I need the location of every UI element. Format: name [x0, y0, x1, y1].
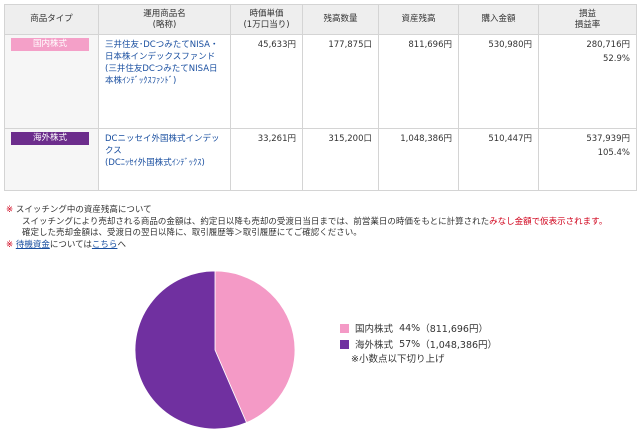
fund-name-link[interactable]: DCニッセイ外国株式インデックス: [105, 134, 220, 156]
balance-cell: 1,048,386円: [378, 128, 459, 191]
fund-short-name-link[interactable]: (三井住友DCつみたてNISA日本株ｲﾝﾃﾞｯｸｽﾌｧﾝﾄﾞ): [105, 64, 218, 86]
legend-rounding-note: ※小数点以下切り上げ: [351, 354, 445, 365]
table-header-row: 商品タイプ 運用商品名 (略称) 時価単価 (1万口当り) 残高数量 資産残高 購入…: [4, 4, 637, 35]
fund-short-name-link[interactable]: (DCﾆｯｾｲ外国株式ｲﾝﾃﾞｯｸｽ): [105, 158, 205, 168]
fund-name-cell: DCニッセイ外国株式インデックス (DCﾆｯｾｲ外国株式ｲﾝﾃﾞｯｸｽ): [98, 128, 231, 191]
header-product-type: 商品タイプ: [4, 4, 99, 35]
purchase-cell: 530,980円: [458, 34, 539, 129]
profit-cell: 537,939円 105.4%: [538, 128, 637, 191]
standby-funds-link[interactable]: 待機資金: [15, 239, 50, 250]
note-mark: ※: [6, 239, 14, 250]
profit-amount: 280,716円: [586, 40, 630, 50]
legend-swatch: [340, 339, 349, 349]
here-link[interactable]: こちら: [91, 239, 118, 250]
purchase-cell: 510,447円: [458, 128, 539, 191]
header-unit-price: 時価単価 (1万口当り): [230, 4, 303, 35]
legend-swatch: [340, 323, 349, 333]
header-quantity: 残高数量: [302, 4, 379, 35]
header-profit: 損益 損益率: [538, 4, 637, 35]
note-mark: ※: [6, 205, 14, 215]
product-type-cell: 海外株式: [4, 128, 99, 191]
allocation-pie-chart: [134, 270, 296, 430]
quantity-cell: 315,200口: [302, 128, 379, 191]
legend-percent: 57%: [399, 338, 421, 350]
unit-price-cell: 33,261円: [230, 128, 303, 191]
header-balance: 資産残高: [378, 4, 459, 35]
profit-amount: 537,939円: [586, 134, 630, 144]
header-purchase: 購入金額: [458, 4, 539, 35]
pie-slice-1: [134, 270, 248, 430]
table-row: 海外株式 DCニッセイ外国株式インデックス (DCﾆｯｾｲ外国株式ｲﾝﾃﾞｯｸｽ…: [4, 128, 637, 191]
unit-price-cell: 45,633円: [230, 34, 303, 129]
note-red-text: みなし金額で仮表示されます。: [489, 216, 608, 227]
product-type-cell: 国内株式: [4, 34, 99, 129]
pie-slice-0: [214, 270, 296, 424]
notes-section: ※ スイッチング中の資産残高について スイッチングにより売却される商品の金額は、…: [6, 205, 634, 251]
product-type-badge: 国内株式: [11, 38, 89, 51]
table-row: 国内株式 三井住友･DCつみたてNISA・日本株インデックスファンド (三井住友…: [4, 34, 637, 129]
balance-cell: 811,696円: [378, 34, 459, 129]
fund-name-cell: 三井住友･DCつみたてNISA・日本株インデックスファンド (三井住友DCつみた…: [98, 34, 231, 129]
profit-cell: 280,716円 52.9%: [538, 34, 637, 129]
legend-amount: （1,048,386円）: [420, 340, 498, 351]
profit-rate: 52.9%: [602, 54, 630, 64]
chart-legend: 国内株式 44% （811,696円） 海外株式 57% （1,048,386円） …: [340, 320, 497, 368]
profit-rate: 105.4%: [597, 148, 630, 158]
note-standby-funds: ※ 待機資金についてはこちらへ: [6, 239, 126, 250]
legend-label: 海外株式: [355, 340, 394, 351]
note-switching-title: ※ スイッチング中の資産残高について: [6, 205, 152, 215]
holdings-table: 商品タイプ 運用商品名 (略称) 時価単価 (1万口当り) 残高数量 資産残高 購入…: [4, 4, 637, 191]
legend-item-domestic: 国内株式 44% （811,696円）: [340, 320, 497, 336]
product-type-badge: 海外株式: [11, 132, 89, 145]
note-switching-body: スイッチングにより売却される商品の金額は、約定日以降も売却の受渡日当日までは、前…: [22, 216, 608, 227]
fund-name-link[interactable]: 三井住友･DCつみたてNISA・日本株インデックスファンド: [105, 40, 219, 62]
legend-label: 国内株式: [355, 324, 394, 335]
header-fund-name: 運用商品名 (略称): [98, 4, 231, 35]
note-confirmation: 確定した売却金額は、受渡日の翌日以降に、取引履歴等＞取引履歴にてご確認ください。: [22, 228, 362, 238]
legend-item-foreign: 海外株式 57% （1,048,386円）: [340, 336, 497, 352]
legend-amount: （811,696円）: [420, 324, 488, 335]
quantity-cell: 177,875口: [302, 34, 379, 129]
legend-percent: 44%: [399, 322, 421, 334]
